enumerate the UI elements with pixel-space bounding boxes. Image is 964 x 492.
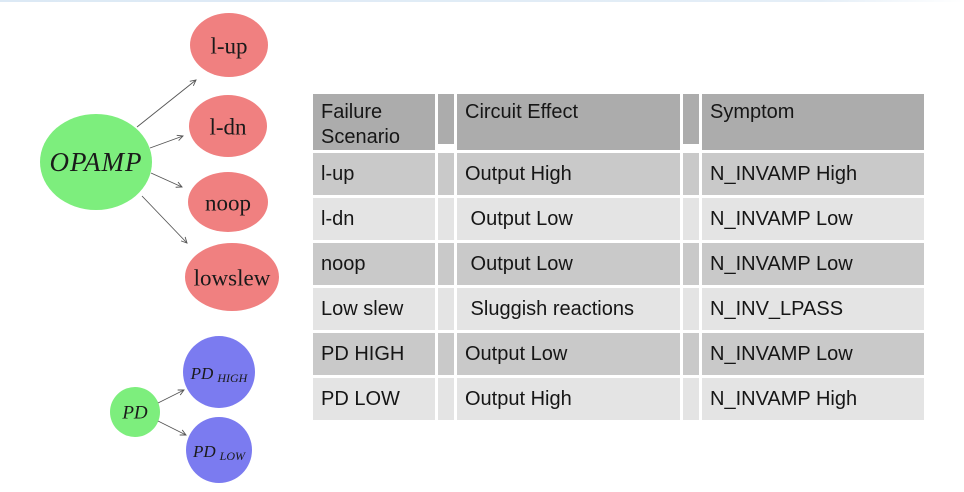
cell-effect: Sluggish reactions <box>457 288 680 330</box>
pd-low-subscript: LOW <box>219 449 246 463</box>
node-l-up <box>190 13 268 77</box>
cell-scenario: l-dn <box>313 198 435 240</box>
spacer-cell <box>438 288 454 330</box>
cell-scenario: PD HIGH <box>313 333 435 375</box>
spacer-cell <box>438 153 454 195</box>
spacer-cell <box>683 333 699 375</box>
node-pd-high <box>183 336 255 408</box>
cell-effect: Output Low <box>457 198 680 240</box>
cell-symptom: N_INVAMP Low <box>702 333 924 375</box>
node-l-up-label: l-up <box>210 34 247 59</box>
cell-scenario: PD LOW <box>313 378 435 420</box>
spacer-cell <box>683 94 699 144</box>
spacer-cell <box>683 153 699 195</box>
spacer-cell <box>438 94 454 144</box>
spacer-cell <box>438 333 454 375</box>
spacer-cell <box>683 288 699 330</box>
cell-scenario: Low slew <box>313 288 435 330</box>
column-header-symptom: Symptom <box>702 94 924 150</box>
arrow-opamp-to-l-dn <box>149 134 184 149</box>
pd-low-main: PD <box>192 442 216 461</box>
node-opamp-label: OPAMP <box>50 147 143 177</box>
cell-symptom: N_INVAMP Low <box>702 243 924 285</box>
cell-symptom: N_INVAMP Low <box>702 198 924 240</box>
spacer-cell <box>683 198 699 240</box>
arrow-pd-to-pd-low <box>157 420 187 436</box>
node-pd-high-label: PD HIGH <box>190 364 249 386</box>
cell-scenario: l-up <box>313 153 435 195</box>
spacer-cell <box>683 378 699 420</box>
node-noop <box>188 172 268 232</box>
node-l-dn <box>189 95 267 157</box>
cell-symptom: N_INVAMP High <box>702 378 924 420</box>
spacer-cell <box>683 243 699 285</box>
arrow-opamp-to-noop <box>150 172 183 188</box>
pd-tree: PD PD HIGH PD LOW <box>110 336 255 483</box>
cell-symptom: N_INV_LPASS <box>702 288 924 330</box>
cell-effect: Output High <box>457 378 680 420</box>
spacer-cell <box>438 198 454 240</box>
spacer-cell <box>438 378 454 420</box>
node-pd-low-label: PD LOW <box>192 442 246 464</box>
cell-symptom: N_INVAMP High <box>702 153 924 195</box>
node-opamp <box>40 114 152 210</box>
top-accent-bar <box>0 0 964 2</box>
spacer-cell <box>438 243 454 285</box>
node-lowslew <box>185 243 279 311</box>
cell-effect: Output High <box>457 153 680 195</box>
column-header-failure-scenario: Failure Scenario <box>313 94 435 150</box>
fault-tree-diagram: OPAMP l-up l-dn noop lowslew PD PD HIGH … <box>40 13 279 483</box>
column-header-circuit-effect: Circuit Effect <box>457 94 680 150</box>
cell-effect: Output Low <box>457 243 680 285</box>
failure-scenario-table: Failure Scenario Circuit Effect Symptom … <box>313 94 924 420</box>
arrow-pd-to-pd-high <box>157 389 185 404</box>
arrow-opamp-to-lowslew <box>141 195 188 244</box>
cell-scenario: noop <box>313 243 435 285</box>
node-noop-label: noop <box>205 191 251 216</box>
pd-high-main: PD <box>190 364 214 383</box>
node-l-dn-label: l-dn <box>209 115 247 140</box>
node-lowslew-label: lowslew <box>194 266 271 291</box>
node-pd-label: PD <box>121 403 148 424</box>
arrow-opamp-to-l-up <box>136 79 197 128</box>
cell-effect: Output Low <box>457 333 680 375</box>
pd-high-subscript: HIGH <box>216 371 248 385</box>
opamp-tree: OPAMP l-up l-dn noop lowslew <box>40 13 279 311</box>
node-pd <box>110 387 160 437</box>
node-pd-low <box>186 417 252 483</box>
